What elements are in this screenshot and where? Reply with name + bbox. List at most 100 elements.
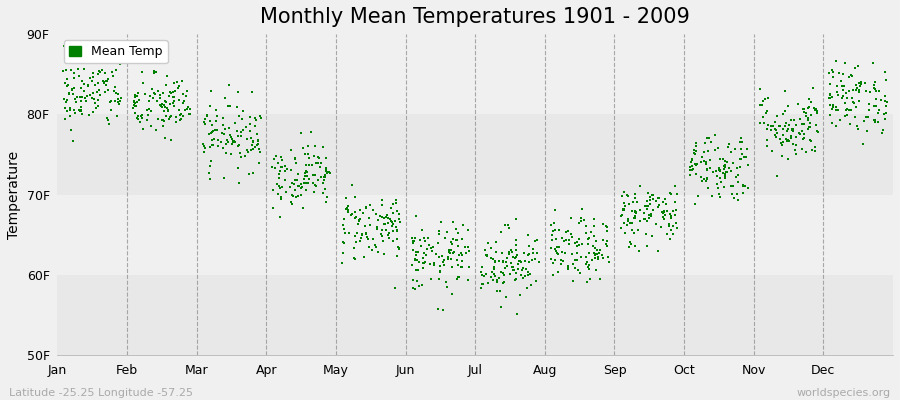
Point xyxy=(664,190,679,197)
Point xyxy=(842,74,857,80)
Point xyxy=(548,227,562,234)
Point xyxy=(85,77,99,84)
Point xyxy=(411,259,426,266)
Point xyxy=(296,176,310,183)
Point xyxy=(652,195,666,202)
Point xyxy=(131,116,146,122)
Point xyxy=(271,159,285,166)
Point xyxy=(829,58,843,64)
Point xyxy=(703,157,717,163)
Point xyxy=(822,70,836,76)
Point xyxy=(572,220,586,226)
Point xyxy=(163,114,177,120)
Point xyxy=(506,254,520,261)
Point xyxy=(776,111,790,117)
Point xyxy=(409,266,423,273)
Point xyxy=(806,84,820,91)
Point xyxy=(406,237,420,244)
Point xyxy=(319,199,333,205)
Point xyxy=(348,209,363,216)
Point xyxy=(167,88,182,94)
Point xyxy=(664,214,679,221)
Point xyxy=(454,264,469,270)
Point xyxy=(417,260,431,266)
Point xyxy=(704,139,718,145)
Point xyxy=(272,171,286,177)
Point xyxy=(863,89,878,95)
Point xyxy=(490,288,504,294)
Point xyxy=(159,82,174,88)
Point xyxy=(778,88,792,94)
Point xyxy=(580,241,595,247)
Point xyxy=(480,253,494,260)
Point xyxy=(561,266,575,272)
Point xyxy=(173,116,187,123)
Point xyxy=(500,222,515,228)
Point xyxy=(222,132,237,138)
Point xyxy=(377,220,392,227)
Point xyxy=(354,235,368,241)
Point xyxy=(788,150,803,157)
Point xyxy=(497,272,511,278)
Point xyxy=(445,264,459,270)
Point xyxy=(524,281,538,288)
Point xyxy=(279,166,293,172)
Point xyxy=(337,239,351,245)
Point xyxy=(64,67,78,73)
Point xyxy=(167,79,182,86)
Point xyxy=(780,126,795,132)
Point xyxy=(438,235,453,241)
Point xyxy=(547,220,562,226)
Point xyxy=(803,137,817,143)
Point xyxy=(521,232,535,238)
Point xyxy=(210,126,224,133)
Point xyxy=(754,102,769,108)
Point xyxy=(101,87,115,94)
Point xyxy=(74,104,88,111)
Point xyxy=(294,185,309,191)
Point xyxy=(474,281,489,287)
Point xyxy=(278,168,293,174)
Point xyxy=(554,256,569,263)
Point xyxy=(552,244,566,250)
Point xyxy=(375,196,390,203)
Point xyxy=(63,105,77,111)
Point xyxy=(491,275,506,282)
Point xyxy=(184,111,198,117)
Point xyxy=(412,283,427,290)
Point xyxy=(710,181,724,187)
Point xyxy=(218,126,232,133)
Point xyxy=(68,110,82,116)
Point xyxy=(149,126,164,133)
Point xyxy=(103,98,117,105)
Point xyxy=(291,183,305,189)
Point xyxy=(244,134,258,141)
Point xyxy=(299,162,313,168)
Point xyxy=(349,238,364,245)
Point xyxy=(753,86,768,92)
Point xyxy=(784,133,798,139)
Point xyxy=(301,143,315,150)
Point xyxy=(505,264,519,270)
Point xyxy=(87,82,102,88)
Point xyxy=(141,112,156,118)
Point xyxy=(338,195,353,201)
Point xyxy=(628,213,643,219)
Point xyxy=(432,228,446,234)
Point xyxy=(788,147,803,154)
Point xyxy=(353,207,367,213)
Point xyxy=(61,82,76,88)
Point xyxy=(347,194,362,200)
Point xyxy=(212,137,226,143)
Point xyxy=(837,83,851,90)
Point xyxy=(588,255,602,261)
Point xyxy=(278,163,293,169)
Point xyxy=(808,148,823,154)
Point xyxy=(170,84,184,91)
Point xyxy=(655,199,670,206)
Point xyxy=(629,210,643,216)
Point xyxy=(180,106,194,112)
Point xyxy=(842,106,857,113)
Point xyxy=(205,137,220,143)
Point xyxy=(135,126,149,132)
